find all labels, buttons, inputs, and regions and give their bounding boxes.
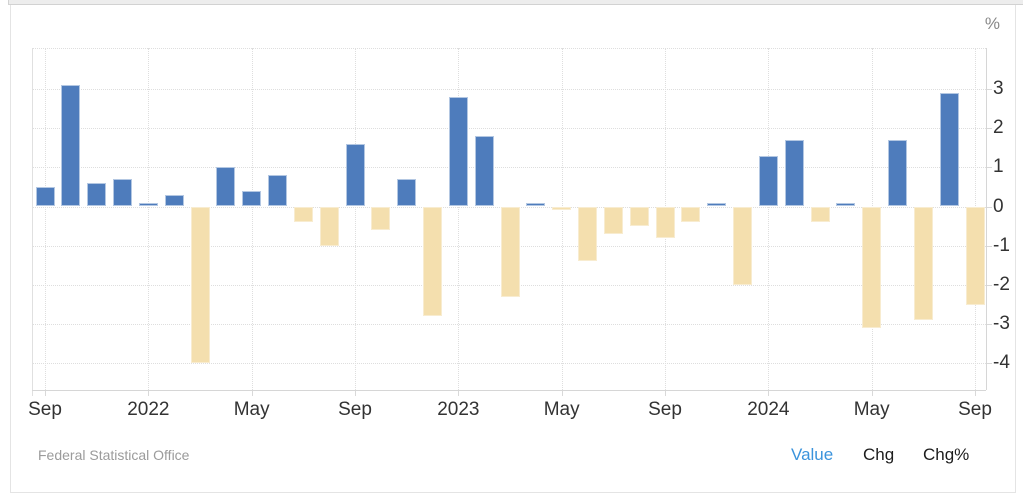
bar[interactable]	[293, 206, 313, 223]
bar[interactable]	[138, 202, 158, 207]
bar[interactable]	[733, 206, 752, 285]
bar[interactable]	[397, 179, 417, 207]
bar[interactable]	[784, 139, 804, 207]
bar[interactable]	[164, 194, 184, 207]
bar[interactable]	[474, 135, 494, 207]
y-axis-unit-label: %	[984, 14, 1000, 33]
bar[interactable]	[345, 143, 365, 207]
bar[interactable]	[87, 182, 107, 207]
bar[interactable]	[578, 206, 597, 262]
bar[interactable]	[268, 175, 287, 207]
bar[interactable]	[603, 206, 623, 234]
bar[interactable]	[113, 179, 132, 207]
bar[interactable]	[810, 206, 830, 223]
bar[interactable]	[500, 206, 520, 297]
toggle-value[interactable]: Value	[791, 445, 834, 464]
bar[interactable]	[319, 206, 339, 246]
source-attribution: Federal Statistical Office	[38, 447, 190, 463]
bar[interactable]	[836, 202, 856, 207]
bar[interactable]	[216, 167, 236, 207]
bar[interactable]	[526, 202, 546, 207]
bar[interactable]	[655, 206, 675, 238]
bar[interactable]	[552, 206, 572, 211]
bar[interactable]	[681, 206, 701, 223]
bar[interactable]	[448, 96, 468, 207]
bar[interactable]	[371, 206, 391, 231]
bar[interactable]	[707, 202, 727, 207]
bar[interactable]	[888, 139, 907, 207]
toggle-chg[interactable]: Chg	[863, 445, 895, 464]
bar[interactable]	[35, 186, 55, 207]
bar[interactable]	[423, 206, 442, 317]
bar[interactable]	[965, 206, 985, 305]
toggle-chg-percent[interactable]: Chg%	[923, 445, 970, 464]
bar[interactable]	[242, 190, 262, 207]
bar[interactable]	[862, 206, 882, 329]
bar[interactable]	[939, 92, 959, 207]
bar[interactable]	[629, 206, 649, 227]
bar[interactable]	[913, 206, 933, 321]
bar[interactable]	[61, 84, 81, 207]
bar[interactable]	[758, 155, 778, 207]
top-strip	[8, 0, 1023, 5]
bar[interactable]	[190, 206, 210, 364]
